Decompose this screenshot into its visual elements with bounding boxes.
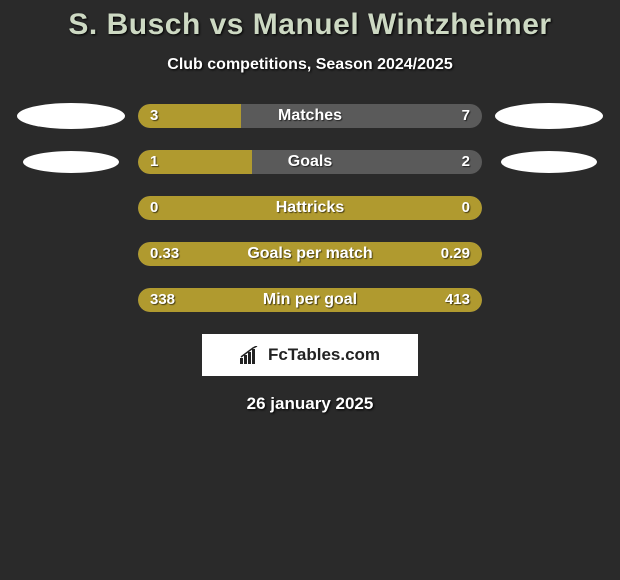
date-label: 26 january 2025	[0, 394, 620, 414]
page-subtitle: Club competitions, Season 2024/2025	[0, 56, 620, 74]
stat-right-value: 0.29	[441, 242, 470, 266]
stat-row: 0.33Goals per match0.29	[0, 242, 620, 266]
chart-icon	[240, 346, 262, 364]
stat-bar: 338Min per goal413	[138, 288, 482, 312]
stat-row: 338Min per goal413	[0, 288, 620, 312]
brand-text: FcTables.com	[268, 345, 380, 365]
stat-bar: 1Goals2	[138, 150, 482, 174]
stat-right-value: 7	[462, 104, 470, 128]
stat-bar: 0Hattricks0	[138, 196, 482, 220]
stat-label: Hattricks	[138, 196, 482, 220]
stat-label: Goals	[138, 150, 482, 174]
stat-bar: 3Matches7	[138, 104, 482, 128]
stat-right-value: 0	[462, 196, 470, 220]
player-right-avatar	[494, 151, 604, 173]
page-title: S. Busch vs Manuel Wintzheimer	[0, 8, 620, 42]
player-left-avatar	[16, 151, 126, 173]
stat-row: 3Matches7	[0, 104, 620, 128]
player-right-avatar	[494, 103, 604, 129]
stat-label: Goals per match	[138, 242, 482, 266]
stat-right-value: 2	[462, 150, 470, 174]
player-left-avatar	[16, 103, 126, 129]
brand-badge[interactable]: FcTables.com	[202, 334, 418, 376]
stat-label: Min per goal	[138, 288, 482, 312]
stat-right-value: 413	[445, 288, 470, 312]
comparison-widget: S. Busch vs Manuel Wintzheimer Club comp…	[0, 0, 620, 414]
stat-bar: 0.33Goals per match0.29	[138, 242, 482, 266]
stat-row: 0Hattricks0	[0, 196, 620, 220]
stats-rows: 3Matches7 1Goals2 0Hattricks0 0.33Goals per…	[0, 104, 620, 312]
stat-row: 1Goals2	[0, 150, 620, 174]
stat-label: Matches	[138, 104, 482, 128]
